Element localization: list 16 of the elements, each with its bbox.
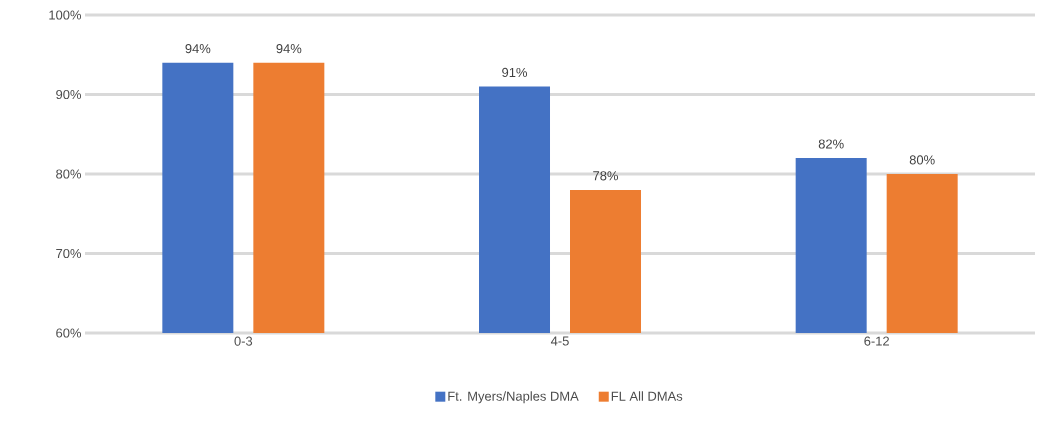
data-label: 91%: [502, 67, 528, 78]
data-label: 82%: [818, 139, 844, 149]
x-tick-label: 4-5: [550, 336, 569, 346]
data-label: 94%: [185, 44, 211, 54]
legend-label: Ft. Myers/Naples DMA: [448, 391, 579, 404]
x-tick-label: 0-3: [234, 336, 253, 346]
y-tick-label: 80%: [56, 169, 82, 179]
data-label: 80%: [909, 155, 935, 165]
legend-label: FL All DMAs: [611, 391, 683, 401]
y-tick-label: 60%: [56, 328, 82, 338]
data-label: 94%: [276, 44, 302, 54]
x-tick-label: 6-12: [864, 336, 889, 346]
y-tick-label: 70%: [56, 248, 82, 259]
y-tick-label: 100%: [49, 10, 82, 20]
y-tick-label: 90%: [56, 89, 82, 100]
data-label: 78%: [593, 171, 619, 181]
